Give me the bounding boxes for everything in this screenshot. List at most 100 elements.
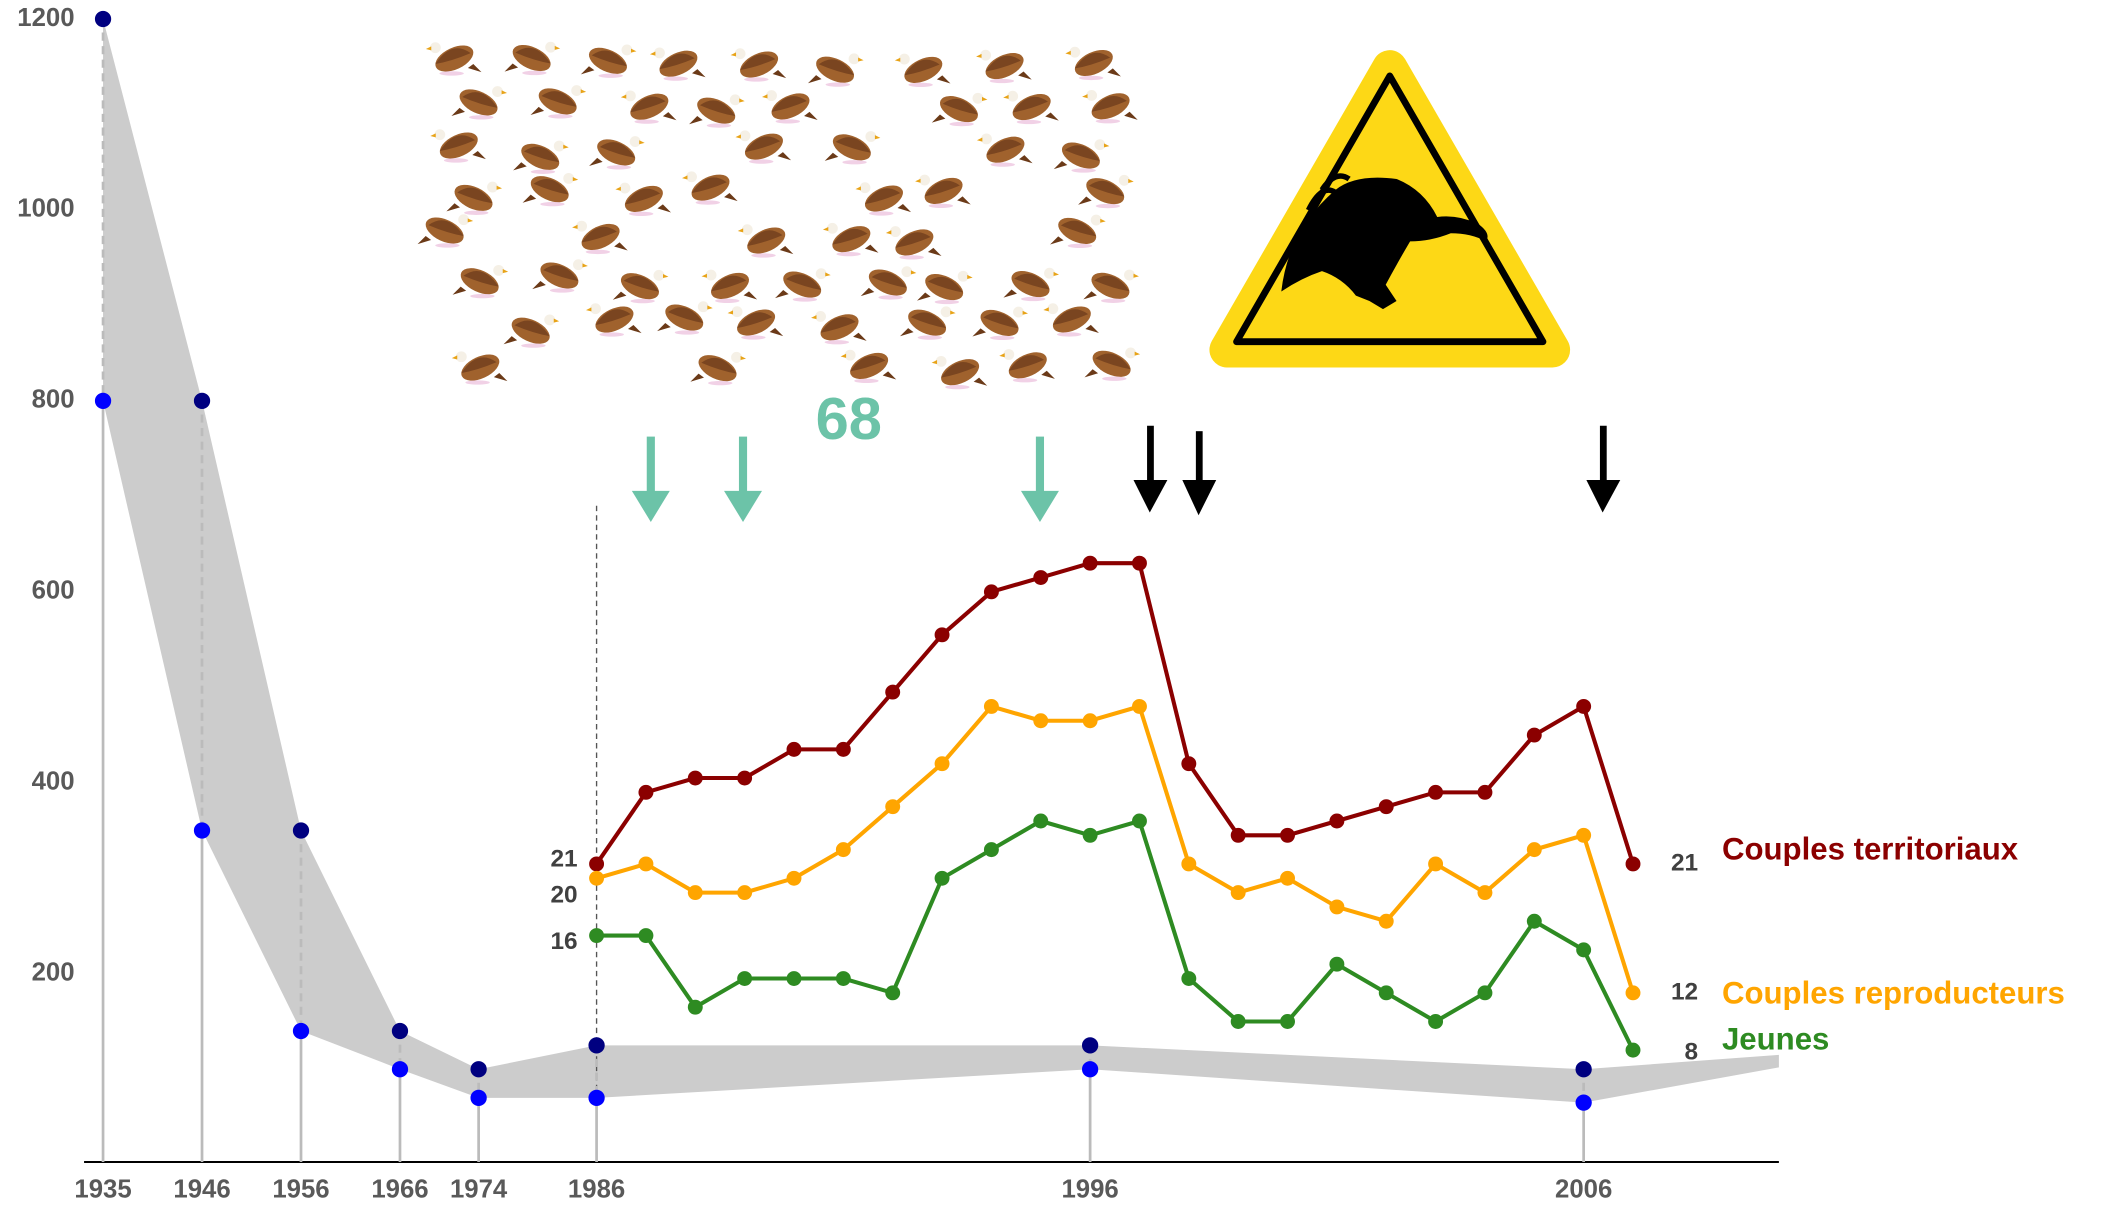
eagle — [451, 349, 508, 387]
eagle — [931, 90, 988, 128]
y-tick-label: 800 — [32, 386, 75, 414]
upper-marker — [193, 392, 211, 410]
series-line — [596, 818, 1635, 1052]
value-label: 12 — [1671, 978, 1698, 1005]
x-tick-label: 1946 — [173, 1175, 230, 1203]
eagle — [690, 349, 747, 387]
point — [1477, 885, 1493, 901]
eagle — [915, 172, 971, 210]
point — [1132, 813, 1147, 829]
eagle — [730, 46, 787, 83]
point — [1082, 555, 1098, 571]
point — [786, 870, 802, 886]
eagle — [822, 220, 879, 258]
eagle — [931, 353, 988, 391]
eagle — [417, 212, 474, 249]
eagle — [689, 92, 745, 130]
point — [737, 770, 753, 786]
value-label: 8 — [1685, 1038, 1699, 1065]
point — [1280, 1014, 1295, 1029]
point — [786, 741, 802, 757]
point — [1526, 913, 1542, 929]
eagle — [1065, 44, 1121, 82]
point — [737, 885, 753, 901]
eagle — [504, 39, 561, 77]
point — [1230, 885, 1246, 901]
eagle — [737, 222, 794, 259]
eagle-flock — [417, 39, 1141, 391]
point — [835, 971, 851, 986]
eagle — [657, 299, 713, 337]
eagle — [612, 267, 669, 305]
point — [1378, 985, 1394, 1001]
eagle — [735, 128, 792, 166]
eagle — [727, 304, 784, 341]
x-tick-label: 1935 — [74, 1175, 131, 1203]
point — [687, 770, 703, 786]
point — [687, 999, 703, 1015]
y-tick-label: 200 — [32, 959, 75, 987]
point — [885, 985, 901, 1001]
eagle — [917, 268, 973, 306]
eagle — [532, 257, 588, 294]
x-tick-label: 1966 — [371, 1175, 428, 1203]
annotation: 68 — [816, 385, 882, 452]
point — [786, 971, 802, 986]
y-tick-label: 400 — [32, 768, 75, 796]
y-tick-label: 600 — [32, 577, 75, 605]
eagle — [1083, 267, 1139, 305]
eagle — [885, 224, 942, 261]
point — [1625, 985, 1641, 1001]
eagle — [976, 47, 1032, 85]
eagle — [1003, 88, 1059, 126]
eagle — [775, 266, 831, 303]
point — [1082, 827, 1098, 843]
eagle — [425, 40, 482, 77]
eagle — [430, 127, 486, 164]
upper-marker — [1081, 1037, 1099, 1054]
eagle — [900, 304, 956, 342]
point — [1428, 1014, 1444, 1029]
value-label: 20 — [550, 881, 577, 908]
eagle — [530, 83, 587, 120]
series-line — [596, 703, 1635, 994]
point — [589, 928, 605, 944]
eagle — [860, 264, 917, 301]
eagle — [572, 218, 628, 256]
x-tick-label: 1956 — [272, 1175, 329, 1203]
lower-marker — [1081, 1061, 1099, 1078]
eagle — [585, 301, 642, 338]
upper-marker — [292, 822, 310, 839]
point — [1329, 813, 1345, 829]
point — [983, 698, 999, 714]
eagle — [999, 346, 1055, 384]
warning-sign — [1209, 50, 1571, 368]
eagle — [1003, 265, 1059, 303]
point — [1329, 956, 1345, 972]
point — [1280, 827, 1295, 843]
upper-marker — [1575, 1061, 1592, 1078]
point — [589, 856, 605, 872]
eagle — [976, 131, 1033, 169]
point — [1082, 713, 1098, 729]
eagle — [580, 42, 637, 80]
point — [638, 928, 654, 944]
eagle — [762, 88, 818, 125]
point — [983, 584, 999, 600]
eagle — [615, 180, 671, 218]
eagle — [1082, 87, 1138, 125]
value-label: 21 — [550, 845, 577, 872]
lower-marker — [588, 1089, 605, 1107]
eagle — [503, 312, 560, 350]
point — [934, 756, 950, 772]
point — [835, 741, 851, 757]
eagle — [1078, 172, 1134, 210]
eagle — [894, 51, 951, 89]
point — [1576, 942, 1592, 958]
point — [1132, 698, 1147, 714]
eagle — [1053, 137, 1110, 174]
eagle — [855, 180, 912, 217]
eagle — [972, 304, 1029, 342]
point — [1477, 985, 1493, 1001]
